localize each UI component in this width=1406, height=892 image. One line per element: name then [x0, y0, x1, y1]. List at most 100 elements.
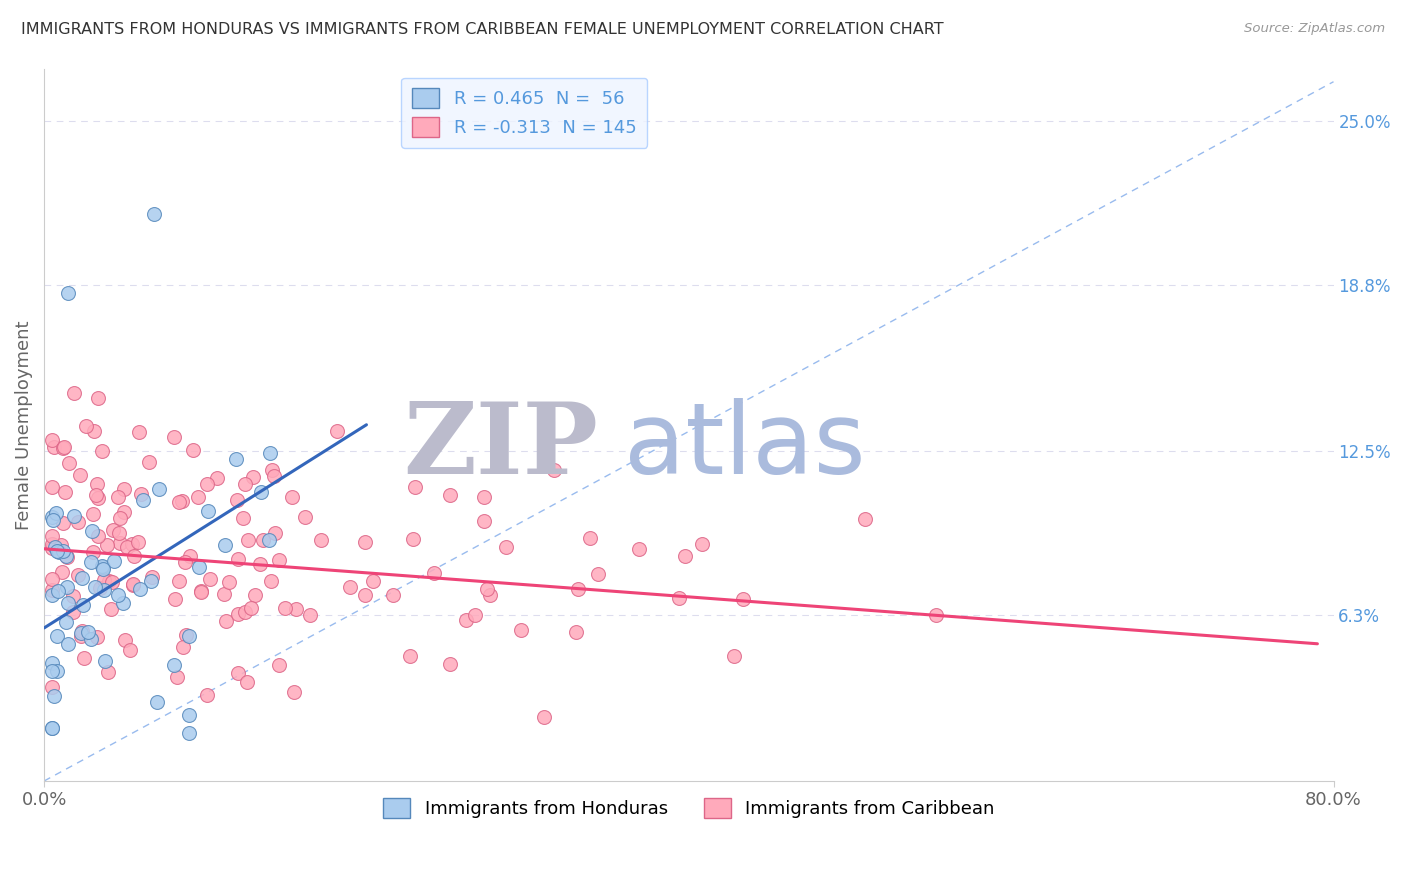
Point	[381, 589, 404, 603]
Point	[214, 587, 236, 601]
Point	[41, 588, 63, 602]
Point	[179, 629, 201, 643]
Point	[399, 649, 422, 664]
Point	[107, 588, 129, 602]
Point	[339, 580, 361, 594]
Point	[139, 574, 162, 589]
Point	[226, 666, 249, 681]
Point	[129, 582, 152, 596]
Point	[77, 624, 100, 639]
Point	[181, 443, 204, 458]
Point	[259, 446, 281, 460]
Point	[238, 533, 260, 547]
Point	[80, 524, 103, 538]
Point	[49, 538, 72, 552]
Point	[668, 591, 690, 606]
Point	[232, 511, 254, 525]
Point	[110, 511, 132, 525]
Point	[121, 577, 143, 591]
Point	[63, 386, 86, 401]
Point	[41, 434, 63, 448]
Point	[121, 537, 143, 551]
Point	[326, 424, 349, 438]
Point	[58, 637, 80, 651]
Point	[215, 614, 238, 628]
Point	[62, 606, 84, 620]
Point	[52, 544, 75, 558]
Point	[55, 549, 77, 564]
Point	[690, 537, 713, 551]
Point	[41, 572, 63, 586]
Point	[174, 555, 197, 569]
Point	[260, 574, 283, 589]
Point	[62, 509, 84, 524]
Point	[250, 485, 273, 500]
Text: atlas: atlas	[624, 398, 866, 495]
Point	[103, 524, 125, 538]
Point	[91, 558, 114, 573]
Point	[72, 598, 94, 612]
Point	[586, 567, 609, 582]
Point	[454, 614, 477, 628]
Point	[214, 538, 236, 552]
Point	[197, 504, 219, 518]
Point	[56, 581, 79, 595]
Point	[107, 490, 129, 504]
Point	[41, 480, 63, 494]
Point	[439, 488, 461, 502]
Point	[69, 626, 91, 640]
Text: Source: ZipAtlas.com: Source: ZipAtlas.com	[1244, 22, 1385, 36]
Point	[195, 688, 218, 702]
Point	[172, 494, 194, 508]
Point	[100, 575, 122, 590]
Point	[226, 493, 249, 508]
Point	[48, 545, 70, 559]
Point	[52, 440, 75, 454]
Point	[108, 535, 131, 549]
Text: ZIP: ZIP	[404, 398, 599, 495]
Point	[723, 649, 745, 664]
Point	[249, 557, 271, 571]
Point	[41, 583, 63, 598]
Point	[93, 560, 115, 574]
Point	[925, 607, 948, 622]
Point	[174, 628, 197, 642]
Y-axis label: Female Unemployment: Female Unemployment	[15, 320, 32, 530]
Point	[73, 651, 96, 665]
Point	[179, 708, 201, 723]
Point	[509, 623, 531, 637]
Point	[70, 629, 93, 643]
Point	[165, 591, 187, 606]
Point	[69, 468, 91, 483]
Point	[464, 607, 486, 622]
Point	[103, 554, 125, 568]
Point	[226, 552, 249, 566]
Point	[853, 512, 876, 526]
Point	[578, 531, 600, 545]
Point	[62, 589, 84, 603]
Point	[404, 479, 426, 493]
Point	[46, 544, 69, 558]
Point	[122, 549, 145, 563]
Text: IMMIGRANTS FROM HONDURAS VS IMMIGRANTS FROM CARIBBEAN FEMALE UNEMPLOYMENT CORREL: IMMIGRANTS FROM HONDURAS VS IMMIGRANTS F…	[21, 22, 943, 37]
Point	[86, 476, 108, 491]
Point	[112, 596, 135, 610]
Point	[260, 463, 283, 477]
Point	[167, 574, 190, 588]
Point	[187, 560, 209, 574]
Point	[187, 491, 209, 505]
Point	[179, 549, 201, 563]
Point	[120, 643, 142, 657]
Point	[233, 477, 256, 491]
Point	[673, 549, 696, 563]
Point	[86, 488, 108, 502]
Point	[195, 477, 218, 491]
Point	[628, 541, 651, 556]
Point	[259, 533, 281, 547]
Point	[142, 207, 165, 221]
Point	[565, 624, 588, 639]
Point	[281, 490, 304, 504]
Point	[179, 726, 201, 740]
Point	[240, 601, 263, 615]
Point	[93, 583, 115, 598]
